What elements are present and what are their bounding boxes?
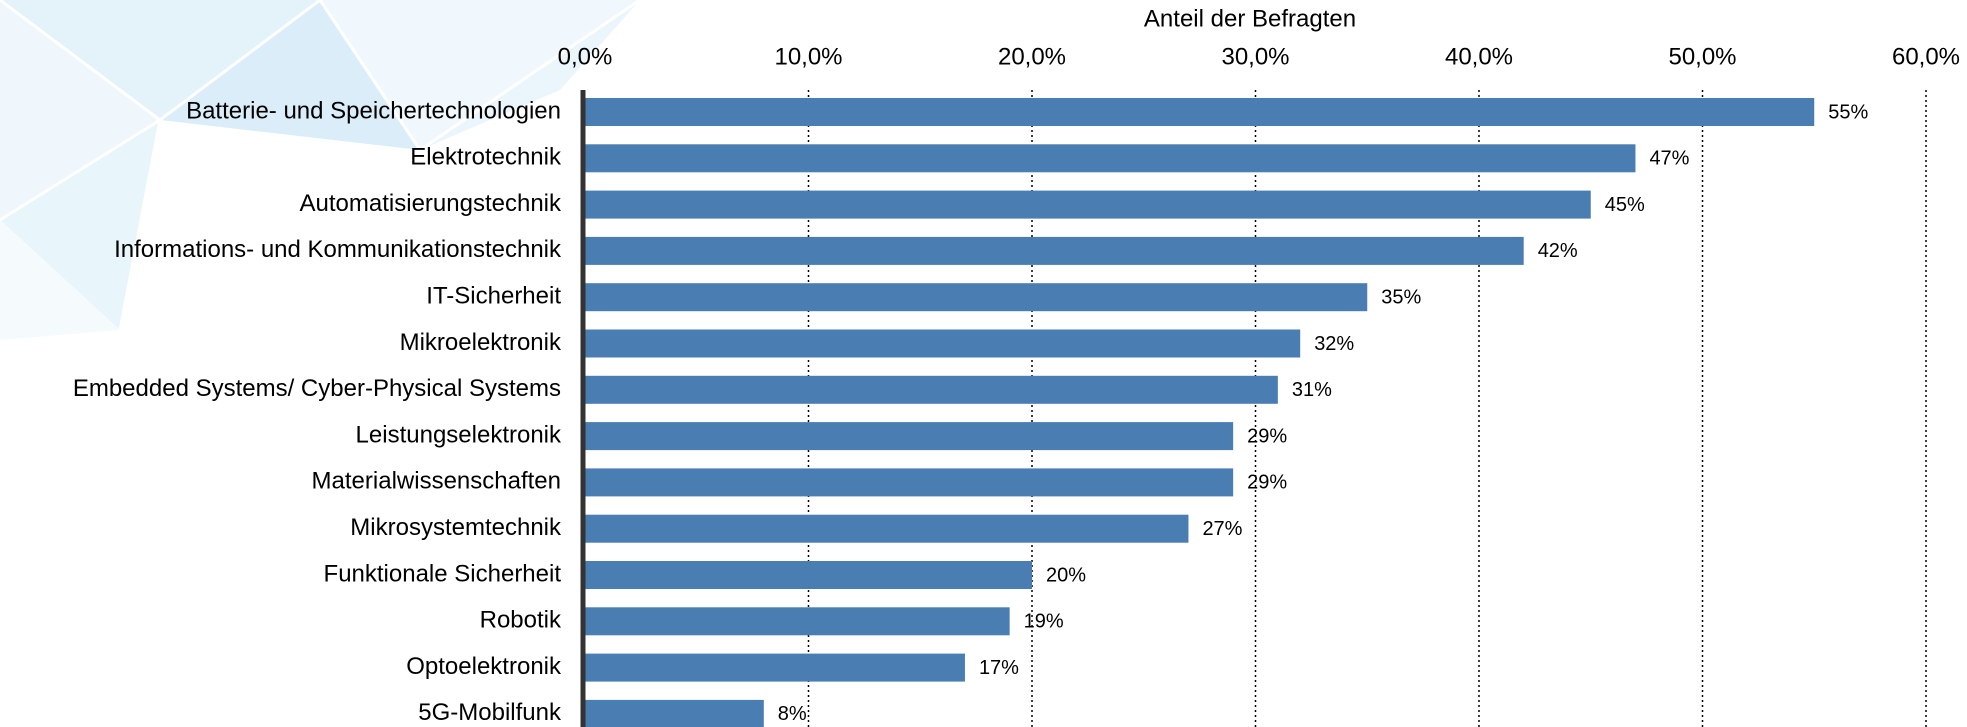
value-label: 47% (1649, 148, 1689, 170)
category-label: Funktionale Sicherheit (324, 560, 562, 587)
chart: Anteil der Befragten 0,0% 10,0% 20,0% 30,0%… (0, 0, 1967, 727)
value-label: 20% (1046, 564, 1086, 586)
category-label: Embedded Systems/ Cyber-Physical Systems (73, 375, 561, 402)
value-label: 8% (778, 703, 807, 725)
category-label: Informations- und Kommunikationstechnik (114, 236, 562, 263)
bar (585, 191, 1591, 219)
x-tick-label: 0,0% (558, 43, 613, 70)
value-label: 19% (1024, 611, 1064, 633)
category-label: Mikrosystemtechnik (350, 514, 562, 541)
bar (585, 422, 1233, 450)
value-label: 42% (1538, 240, 1578, 262)
category-label: Optoelektronik (406, 653, 562, 680)
bar (585, 237, 1524, 265)
category-label: Materialwissenschaften (312, 468, 561, 495)
bar (585, 700, 764, 727)
category-label: Automatisierungstechnik (300, 190, 562, 217)
value-label: 17% (979, 657, 1019, 679)
value-label: 27% (1202, 518, 1242, 540)
category-label: Leistungselektronik (356, 421, 562, 448)
bar (585, 607, 1010, 635)
bar (585, 144, 1635, 172)
value-label: 55% (1828, 101, 1868, 123)
category-label: Mikroelektronik (400, 329, 562, 356)
category-label: Batterie- und Speichertechnologien (186, 97, 561, 124)
bar (585, 515, 1188, 543)
value-label: 35% (1381, 286, 1421, 308)
value-label: 29% (1247, 472, 1287, 494)
bar (585, 654, 965, 682)
value-label: 45% (1605, 194, 1645, 216)
x-tick-label: 20,0% (998, 43, 1066, 70)
category-label: IT-Sicherheit (426, 283, 561, 310)
x-tick-label: 30,0% (1221, 43, 1289, 70)
value-label: 31% (1292, 379, 1332, 401)
bar (585, 330, 1300, 358)
bar (585, 283, 1367, 311)
value-label: 29% (1247, 425, 1287, 447)
bar (585, 561, 1032, 589)
x-tick-label: 60,0% (1892, 43, 1960, 70)
bar (585, 98, 1814, 126)
x-tick-label: 50,0% (1668, 43, 1736, 70)
x-tick-label: 10,0% (774, 43, 842, 70)
bar (585, 468, 1233, 496)
category-label: 5G-Mobilfunk (418, 699, 562, 726)
category-label: Robotik (480, 607, 562, 634)
x-tick-label: 40,0% (1445, 43, 1513, 70)
axis-title: Anteil der Befragten (1144, 5, 1356, 32)
bar (585, 376, 1278, 404)
value-label: 32% (1314, 333, 1354, 355)
category-label: Elektrotechnik (410, 144, 562, 171)
